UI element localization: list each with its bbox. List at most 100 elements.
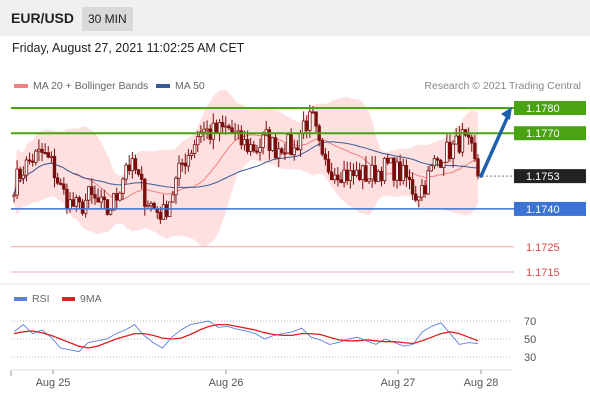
candle-body (457, 135, 462, 153)
candle-body (354, 169, 359, 176)
candle-body (21, 174, 26, 179)
candle-body (323, 153, 328, 160)
level-tag-1.1753 (514, 169, 586, 184)
candle-body (367, 178, 371, 182)
candle-body (24, 159, 29, 176)
candle-body (308, 111, 312, 131)
candle-body (115, 193, 119, 201)
candle-body (77, 197, 82, 203)
candle-body (224, 125, 228, 128)
candle-body (407, 176, 412, 181)
candle-body (280, 148, 284, 154)
candle-body (373, 165, 377, 182)
candle-body (80, 201, 85, 214)
level-tag-1.1780 (514, 101, 586, 115)
candle-body (451, 143, 455, 159)
candle-body (267, 129, 272, 151)
candle-body (171, 194, 175, 203)
candle-body (286, 134, 290, 154)
candle-body (118, 192, 122, 201)
candle-body (105, 199, 110, 215)
legend-rsi: RSI (14, 293, 50, 305)
rsi-tick-label: 30 (524, 352, 536, 364)
candle-body (370, 165, 374, 180)
candle-body (470, 136, 474, 144)
level-label-1.1770: 1.1770 (526, 128, 560, 140)
candle-body (448, 141, 452, 159)
candle-body (414, 193, 418, 201)
candle-body (395, 161, 399, 181)
candle-body (49, 155, 54, 158)
rsi-9ma-line (13, 323, 479, 349)
candle-body (12, 194, 16, 197)
candle-body (242, 139, 247, 146)
candle-body (305, 120, 309, 131)
candle-body (143, 178, 147, 207)
legend-9ma: 9MA (62, 293, 102, 305)
candle-body (314, 111, 318, 127)
candle-body (30, 160, 35, 163)
candle-body (276, 148, 281, 159)
candle-body (62, 183, 66, 190)
candle-body (146, 205, 150, 208)
candle-body (423, 185, 427, 195)
ma20-swatch-icon (14, 84, 28, 89)
candle-body (177, 162, 181, 179)
candle-body (46, 152, 50, 158)
candle-body (139, 173, 144, 180)
top-bar: EUR/USD 30 MIN (0, 0, 590, 36)
candle-body (34, 150, 38, 163)
candle-body (205, 128, 209, 131)
level-label-1.1725: 1.1725 (526, 242, 560, 254)
candle-body (74, 197, 78, 207)
candle-body (199, 131, 203, 138)
candle-body (227, 125, 231, 129)
candle-body (364, 165, 368, 182)
candle-body (289, 134, 293, 156)
candle-body (417, 196, 421, 201)
candle-body (40, 148, 44, 153)
candle-body (202, 128, 206, 133)
candle-body (18, 168, 22, 179)
candle-body (258, 147, 262, 153)
candle-body (189, 152, 194, 156)
candle-body (136, 169, 141, 175)
candle-body (342, 169, 346, 183)
candle-body (389, 157, 393, 164)
candle-body (460, 129, 465, 153)
candle-body (270, 137, 275, 151)
candle-body (432, 158, 437, 167)
candle-body (283, 152, 287, 155)
candle-body (376, 170, 381, 182)
candle-body (248, 144, 253, 152)
timeframe-button[interactable]: 30 MIN (82, 7, 133, 31)
candle-body (292, 147, 296, 156)
x-axis-label: Aug 28 (464, 377, 499, 389)
legend-9ma-label: 9MA (80, 293, 102, 305)
candle-body (83, 199, 88, 214)
candle-body (339, 179, 343, 183)
level-label-1.1753: 1.1753 (526, 171, 560, 183)
candle-body (161, 204, 166, 220)
x-axis-label: Aug 26 (209, 377, 244, 389)
candle-body (404, 165, 409, 178)
candle-body (149, 202, 153, 207)
candle-body (186, 155, 191, 167)
candle-body (180, 162, 184, 165)
candle-body (71, 199, 75, 207)
candle-body (361, 165, 365, 180)
symbol-title: EUR/USD (11, 10, 75, 26)
source-credit: Research © 2021 Trading Central (424, 80, 581, 92)
candle-body (326, 158, 331, 173)
timestamp: Friday, August 27, 2021 11:02:25 AM CET (12, 41, 245, 55)
candle-body (466, 134, 471, 138)
candle-body (438, 159, 443, 168)
level-tag-1.1740 (514, 201, 586, 216)
candle-body (217, 122, 222, 133)
candle-body (420, 185, 424, 198)
candle-body (429, 165, 433, 172)
candle-body (55, 177, 60, 184)
candle-body (99, 196, 103, 203)
candle-body (130, 158, 135, 172)
